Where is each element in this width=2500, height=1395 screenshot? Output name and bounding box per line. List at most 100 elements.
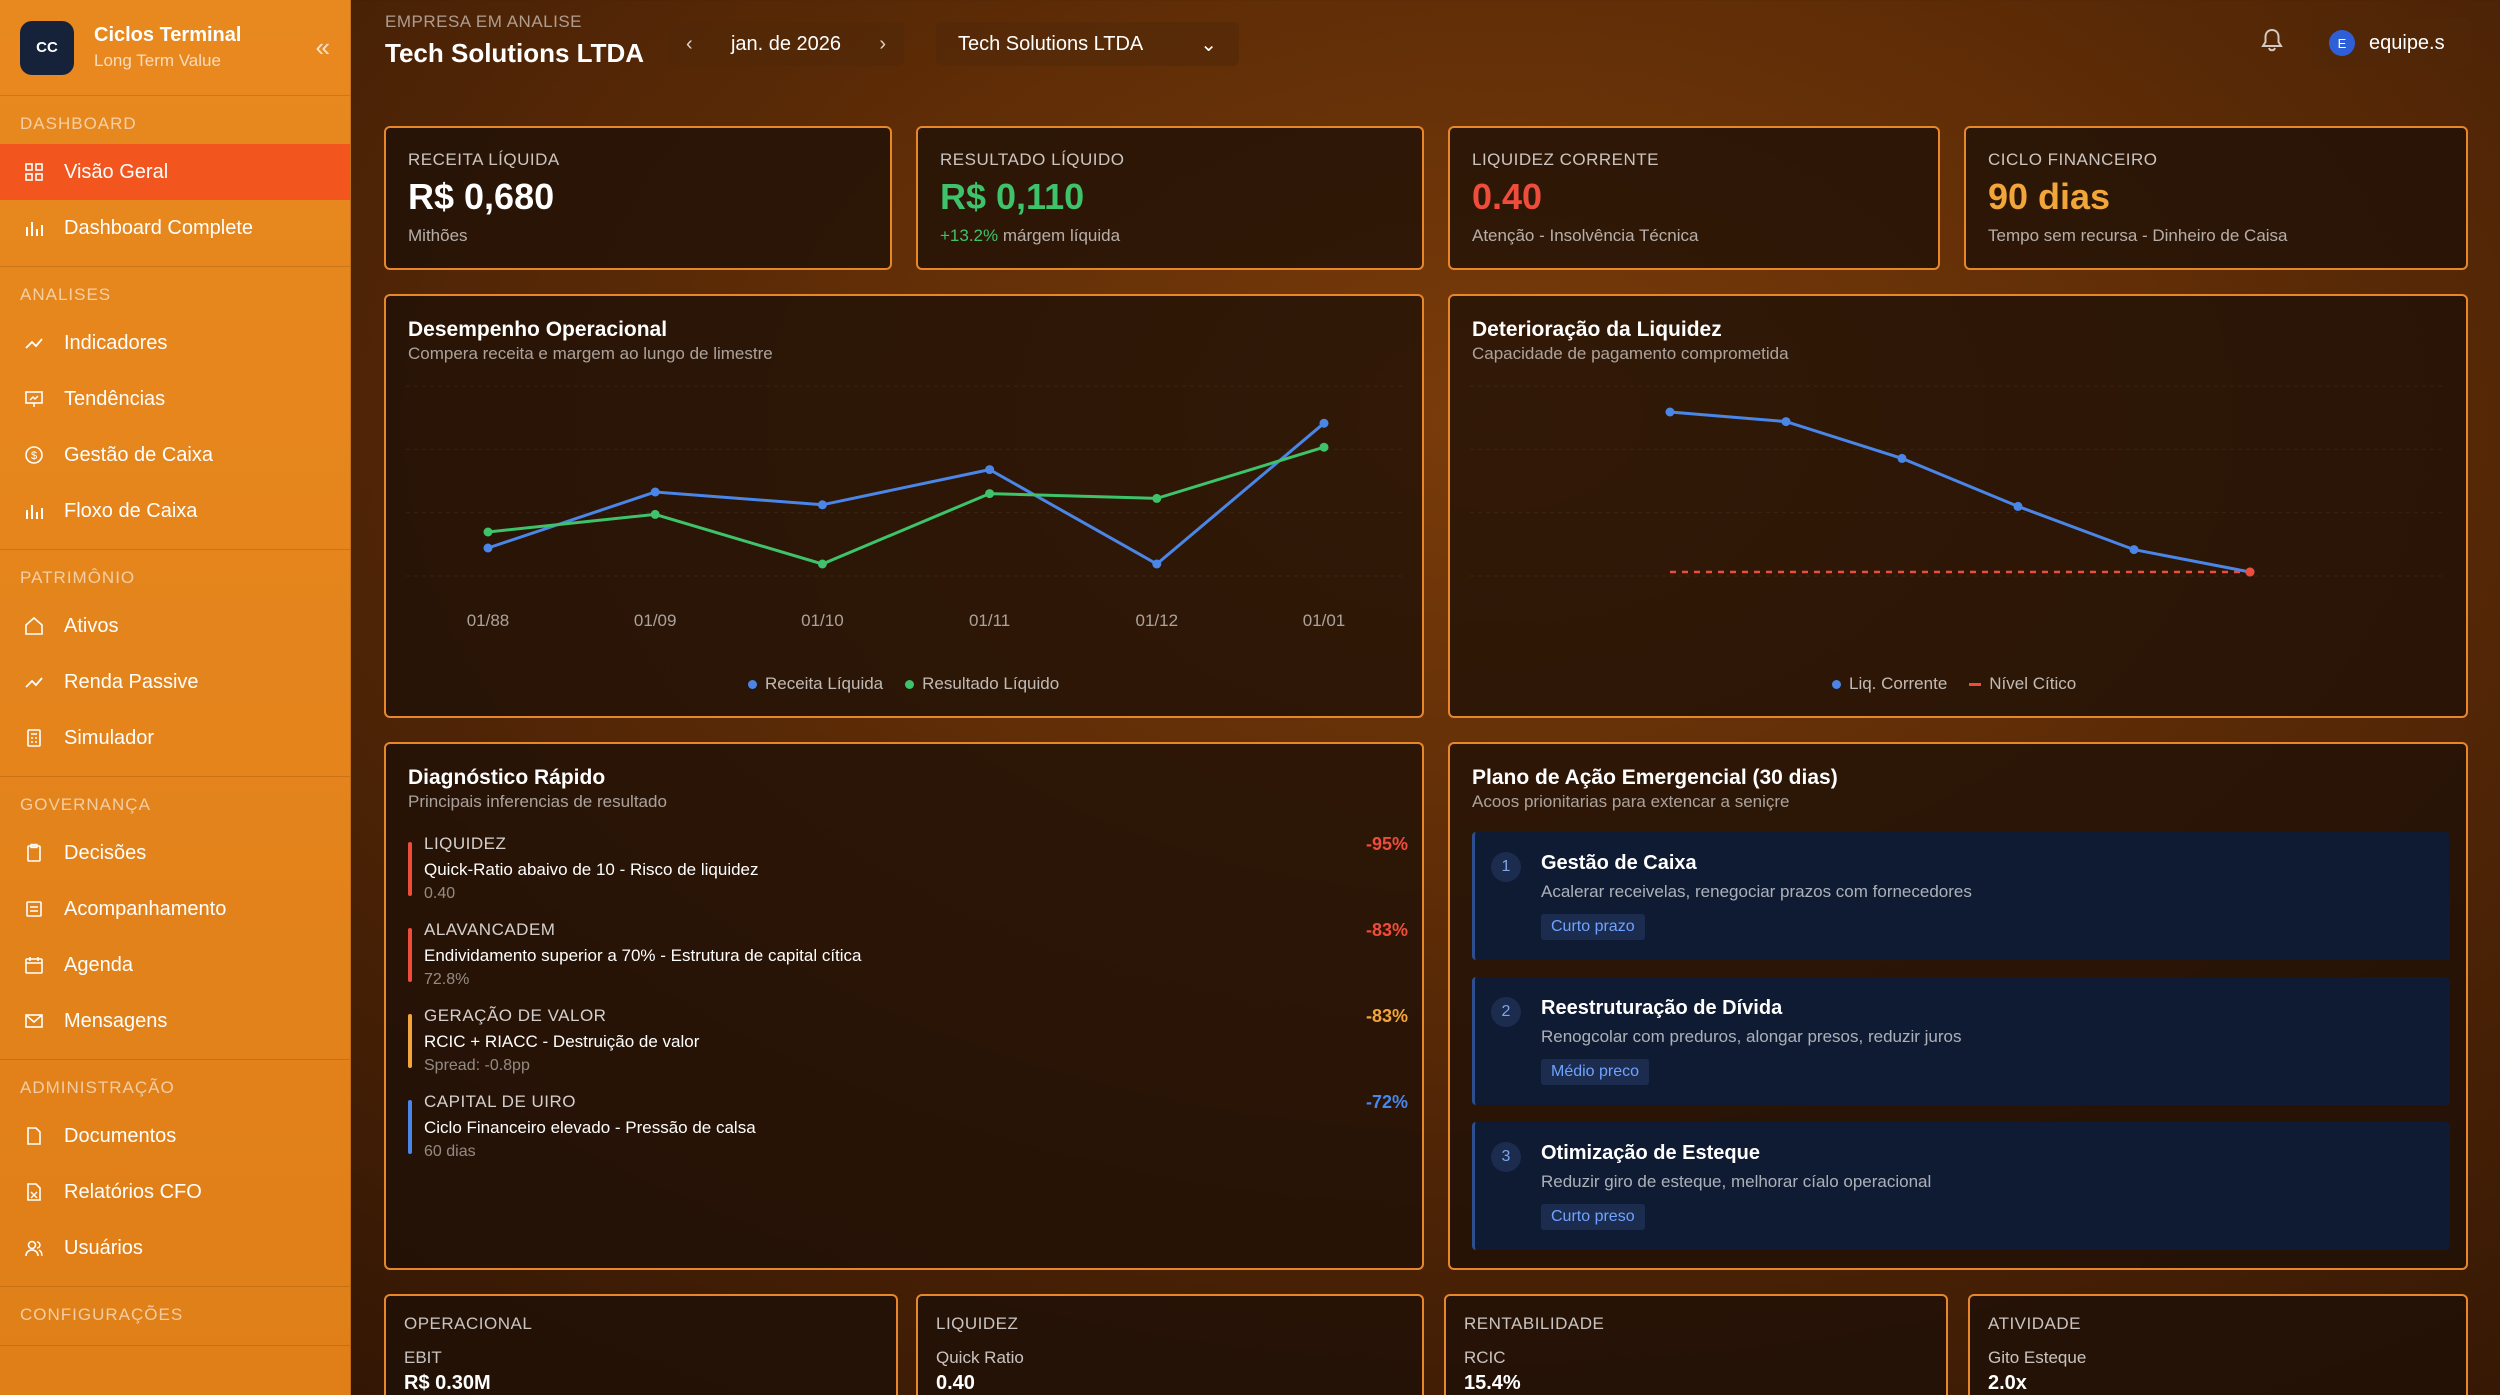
sidebar-item-visão-geral[interactable]: Visão Geral: [0, 144, 350, 200]
nav-section-analises: ANALISES Indicadores Tendências $ Gestão de …: [0, 267, 350, 550]
panel-subtitle: Principais inferencias de resultado: [408, 792, 667, 811]
sidebar-item-agenda[interactable]: Agenda: [0, 937, 350, 993]
sidebar-item-mensagens[interactable]: Mensagens: [0, 993, 350, 1049]
diagnostic-percent: -72%: [1365, 1092, 1408, 1112]
mail-icon: [24, 1011, 44, 1031]
sidebar-item-label: Renda Passive: [64, 670, 199, 693]
diagnostic-category: GERAÇÃO DE VALOR: [424, 1006, 607, 1025]
data-point: [985, 489, 995, 499]
data-point: [817, 559, 827, 569]
user-name: equipe.s: [2369, 31, 2445, 54]
data-point: [2129, 545, 2139, 555]
data-point: [650, 487, 660, 497]
panel-subtitle: Capacidade de pagamento comprometida: [1472, 344, 1789, 363]
trend-icon: [24, 672, 44, 692]
user-menu-button[interactable]: E equipe.s: [2313, 18, 2471, 68]
nav-section-header: PATRIMÔNIO: [20, 568, 136, 587]
chevron-left-icon[interactable]: ‹: [686, 32, 693, 55]
kpi-label: LIQUIDEZ CORRENTE: [1472, 150, 1660, 169]
x-tick-label: 01/12: [1136, 611, 1179, 630]
diagnostics-list: LIQUIDEZ Quick-Ratio abaivo de 10 - Risc…: [408, 834, 1408, 1178]
action-item[interactable]: 2 Reestruturação de Dívida Renogcolar co…: [1472, 977, 2450, 1105]
sidebar-item-usuários[interactable]: Usuários: [0, 1220, 350, 1276]
report-icon: [24, 1182, 44, 1202]
panel-title: Desempenho Operacional: [408, 318, 668, 341]
kpi-label: CICLO FINANCEIRO: [1988, 150, 2158, 169]
svg-text:$: $: [31, 450, 37, 462]
action-number: 2: [1491, 997, 1521, 1027]
panel-title: Deterioração da Liquidez: [1472, 318, 1722, 341]
severity-bar: [408, 1014, 412, 1068]
mini-card-liquidez: LIQUIDEZ Quick Ratio 0.40: [916, 1294, 1424, 1395]
company-name: Tech Solutions LTDA: [385, 38, 645, 68]
kpi-sub-highlight: +13.2%: [940, 226, 999, 245]
brand-logo[interactable]: CC: [20, 20, 74, 75]
data-point: [1152, 493, 1162, 503]
nav-section-header: ANALISES: [20, 285, 112, 304]
kpi-value: 90 dias: [1988, 176, 2111, 217]
kpi-sub: Atenção - Insolvência Técnica: [1472, 226, 1699, 245]
bell-icon[interactable]: [2261, 28, 2283, 59]
sidebar-item-decisões[interactable]: Decisões: [0, 825, 350, 881]
action-item[interactable]: 3 Otimização de Esteque Reduzir giro de …: [1472, 1122, 2450, 1250]
sidebar-item-documentos[interactable]: Documentos: [0, 1108, 350, 1164]
nav-section-patrimônio: PATRIMÔNIO Ativos Renda Passive Simulador: [0, 550, 350, 777]
sidebar-item-label: Agenda: [64, 953, 133, 976]
sidebar-item-gestão-de-caixa[interactable]: $ Gestão de Caixa: [0, 427, 350, 483]
sidebar-item-label: Acompanhamento: [64, 897, 227, 920]
kpi-card-liquidez: LIQUIDEZ CORRENTE 0.40 Atenção - Insolvê…: [1448, 126, 1940, 270]
kpi-label: RESULTADO LÍQUIDO: [940, 150, 1125, 169]
sidebar-item-dashboard-complete[interactable]: Dashboard Complete: [0, 200, 350, 256]
liquidity-chart: [1470, 385, 2446, 577]
diagnostic-percent: -83%: [1365, 1006, 1408, 1026]
company-select-value: Tech Solutions LTDA: [958, 32, 1144, 55]
panel-title: Diagnóstico Rápido: [408, 766, 606, 789]
nav-section-administração: ADMINISTRAÇÃO Documentos Relatórios CFO Usu…: [0, 1060, 350, 1287]
sidebar-item-acompanhamento[interactable]: Acompanhamento: [0, 881, 350, 937]
diagnostic-value: 72.8%: [424, 971, 470, 988]
diagnostic-item: GERAÇÃO DE VALOR RCIC + RIACC - Destruiç…: [408, 1006, 1408, 1092]
legend-item-receita: Receita Líquida: [748, 674, 883, 694]
legend-item-resultado: Resultado Líquido: [905, 674, 1059, 694]
sidebar-item-simulador[interactable]: Simulador: [0, 710, 350, 766]
kpi-sub: Tempo sem recursa - Dinheiro de Caisa: [1988, 226, 2288, 245]
panel-subtitle: Compera receita e margem ao lungo de lim…: [408, 344, 773, 363]
diagnostic-description: Ciclo Financeiro elevado - Pressão de ca…: [424, 1118, 756, 1137]
document-icon: [24, 1126, 44, 1146]
sidebar-item-ativos[interactable]: Ativos: [0, 598, 350, 654]
sidebar-item-label: Indicadores: [64, 331, 168, 354]
company-select[interactable]: Tech Solutions LTDA ⌄: [936, 22, 1239, 66]
sidebar-item-floxo-de-caixa[interactable]: Floxo de Caixa: [0, 483, 350, 539]
avatar: E: [2329, 30, 2355, 56]
kpi-card-resultado: RESULTADO LÍQUIDO R$ 0,110 +13.2% márgem…: [916, 126, 1424, 270]
mini-metric: Gito Esteque: [1988, 1348, 2087, 1367]
series-line-liq-corrente: [1669, 410, 2251, 574]
sidebar-item-label: Simulador: [64, 726, 155, 749]
mini-value: 2.0x: [1988, 1372, 2027, 1394]
diagnostic-category: CAPITAL DE UIRO: [424, 1092, 577, 1111]
sidebar-item-renda-passive[interactable]: Renda Passive: [0, 654, 350, 710]
users-icon: [24, 1238, 44, 1258]
action-number: 3: [1491, 1142, 1521, 1172]
x-tick-label: 01/09: [634, 611, 677, 630]
sidebar-nav: DASHBOARD Visão Geral Dashboard Complete AN…: [0, 96, 350, 1346]
data-point: [483, 543, 493, 553]
mini-value: 0.40: [936, 1372, 975, 1394]
mini-metric: Quick Ratio: [936, 1348, 1024, 1367]
severity-bar: [408, 928, 412, 982]
action-item[interactable]: 1 Gestão de Caixa Acalerar receivelas, r…: [1472, 832, 2450, 960]
data-point: [817, 500, 827, 510]
trend-icon: [24, 333, 44, 353]
chevron-right-icon[interactable]: ›: [879, 32, 886, 55]
month-label[interactable]: jan. de 2026: [730, 32, 842, 55]
data-point: [2013, 501, 2023, 511]
collapse-sidebar-icon[interactable]: «: [315, 32, 330, 62]
sidebar-item-tendências[interactable]: Tendências: [0, 371, 350, 427]
sidebar-item-label: Visão Geral: [64, 160, 169, 183]
mini-metric: EBIT: [404, 1348, 442, 1367]
bar-chart-icon: [24, 218, 44, 238]
mini-value: 15.4%: [1464, 1372, 1521, 1394]
kpi-card-ciclo: CICLO FINANCEIRO 90 dias Tempo sem recur…: [1964, 126, 2468, 270]
sidebar-item-indicadores[interactable]: Indicadores: [0, 315, 350, 371]
sidebar-item-relatórios-cfo[interactable]: Relatórios CFO: [0, 1164, 350, 1220]
